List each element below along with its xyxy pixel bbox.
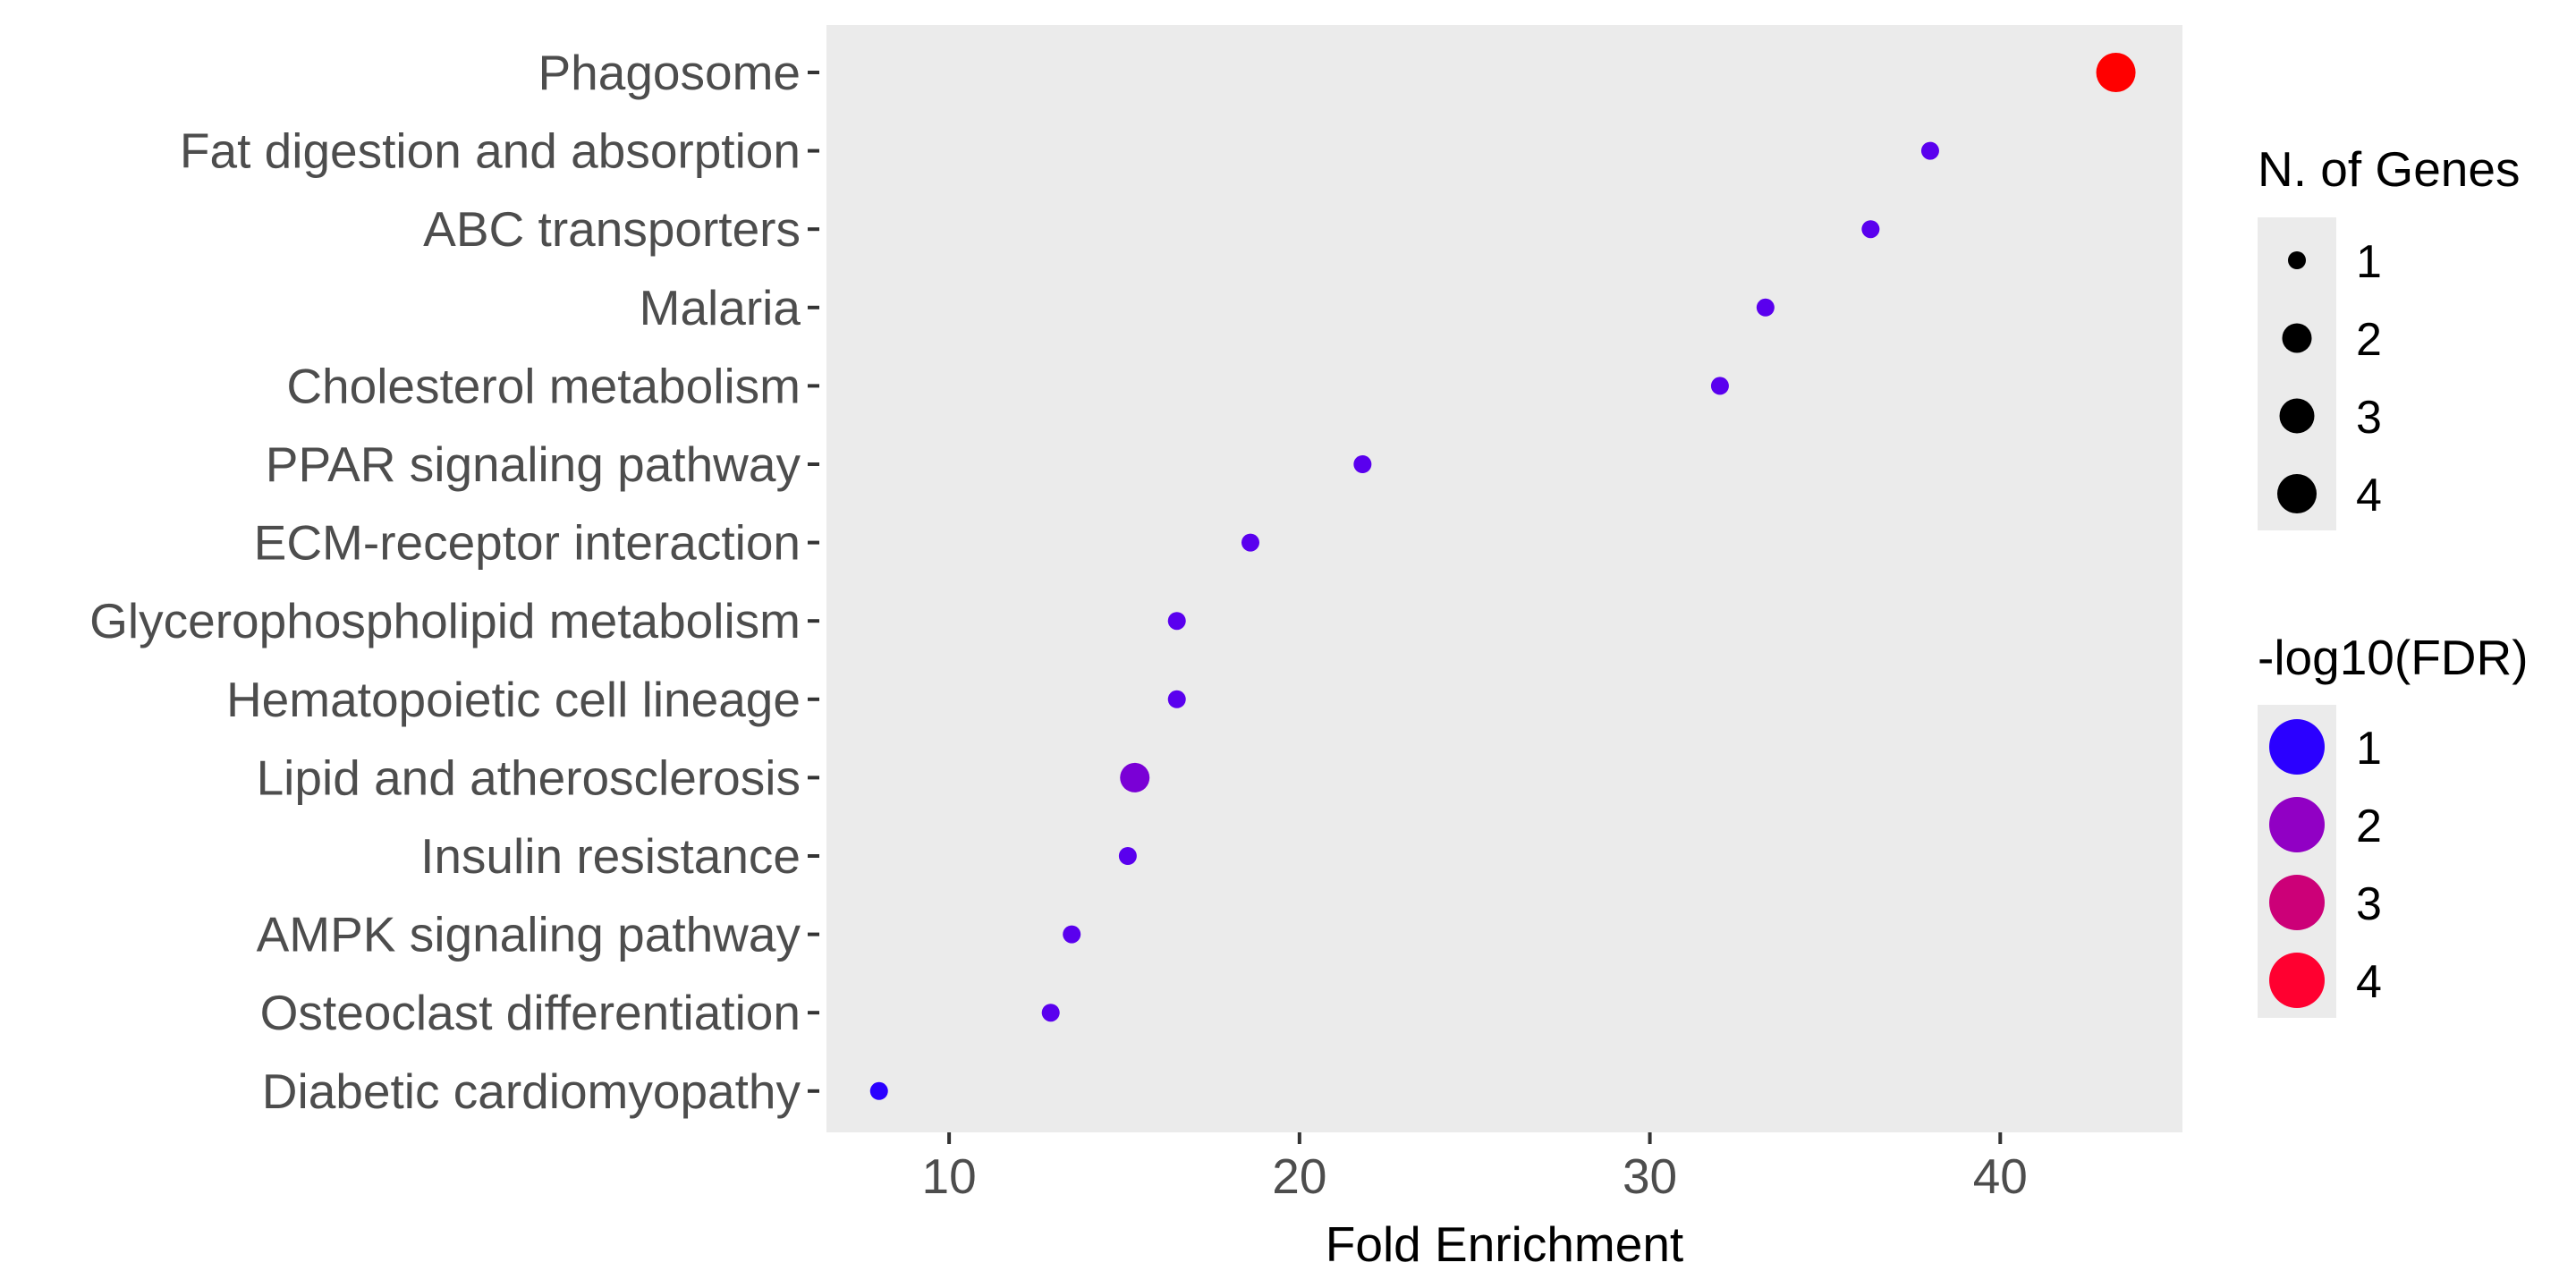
y-tick-label: Phagosome xyxy=(538,45,801,100)
color-legend-label: 2 xyxy=(2356,801,2382,852)
color-legend-items: 1 2 3 4 xyxy=(2269,719,2382,1008)
data-point xyxy=(1756,298,1775,317)
y-tick-label: Osteoclast differentiation xyxy=(260,985,801,1040)
y-tick-label: Insulin resistance xyxy=(420,828,801,884)
color-legend-key xyxy=(2269,719,2325,775)
y-axis: Phagosome Fat digestion and absorption ABC… xyxy=(89,45,819,1119)
x-tick-label: 40 xyxy=(1973,1148,2028,1204)
data-point xyxy=(1920,141,1939,160)
data-point xyxy=(1353,455,1372,473)
data-points xyxy=(869,53,2136,1100)
data-point xyxy=(1710,377,1729,395)
y-tick-label: ECM-receptor interaction xyxy=(254,515,801,571)
color-legend-label: 1 xyxy=(2356,723,2382,775)
data-point xyxy=(2096,53,2136,92)
y-tick-label: Cholesterol metabolism xyxy=(286,358,801,413)
x-tick-label: 30 xyxy=(1623,1148,1677,1204)
x-axis: 10 20 30 40 xyxy=(922,1132,2028,1204)
data-point xyxy=(1241,533,1259,552)
x-tick-label: 10 xyxy=(922,1148,977,1204)
size-legend-key xyxy=(2282,323,2312,353)
size-legend-label: 2 xyxy=(2356,314,2382,366)
data-point xyxy=(1041,1004,1060,1022)
size-legend-title: N. of Genes xyxy=(2258,141,2520,197)
data-point xyxy=(1118,847,1137,865)
size-legend-label: 3 xyxy=(2356,392,2382,444)
size-legend-label: 1 xyxy=(2356,236,2382,288)
color-legend-key xyxy=(2269,875,2325,930)
size-legend-items: 1 2 3 4 xyxy=(2277,236,2382,521)
size-legend-key xyxy=(2277,474,2317,513)
y-tick-label: Malaria xyxy=(640,280,801,335)
color-legend-label: 3 xyxy=(2356,878,2382,930)
color-legend-key xyxy=(2269,797,2325,852)
color-legend-label: 4 xyxy=(2356,956,2382,1008)
y-tick-label: ABC transporters xyxy=(423,201,801,257)
x-tick-label: 20 xyxy=(1272,1148,1326,1204)
data-point xyxy=(1167,612,1186,631)
y-tick-label: PPAR signaling pathway xyxy=(266,436,801,492)
data-point xyxy=(869,1081,888,1100)
y-tick-label: Lipid and atherosclerosis xyxy=(257,750,801,805)
y-tick-label: AMPK signaling pathway xyxy=(257,907,801,962)
y-tick-label: Fat digestion and absorption xyxy=(180,123,801,179)
color-legend: -log10(FDR) 1 2 3 4 xyxy=(2258,630,2529,1018)
data-point xyxy=(1167,690,1186,708)
size-legend-key xyxy=(2279,398,2315,434)
data-point xyxy=(1063,925,1081,944)
color-legend-title: -log10(FDR) xyxy=(2258,630,2529,685)
y-tick-label: Diabetic cardiomyopathy xyxy=(262,1063,801,1119)
size-legend-key xyxy=(2288,251,2306,269)
y-tick-label: Glycerophospholipid metabolism xyxy=(89,593,801,648)
size-legend-label: 4 xyxy=(2356,470,2382,521)
data-point xyxy=(1861,220,1880,239)
y-tick-label: Hematopoietic cell lineage xyxy=(226,672,801,727)
x-axis-title: Fold Enrichment xyxy=(1326,1216,1683,1272)
plot-panel xyxy=(826,25,2182,1132)
size-legend: N. of Genes 1 2 3 4 xyxy=(2258,141,2520,530)
data-point xyxy=(1120,762,1150,792)
color-legend-key xyxy=(2269,953,2325,1008)
